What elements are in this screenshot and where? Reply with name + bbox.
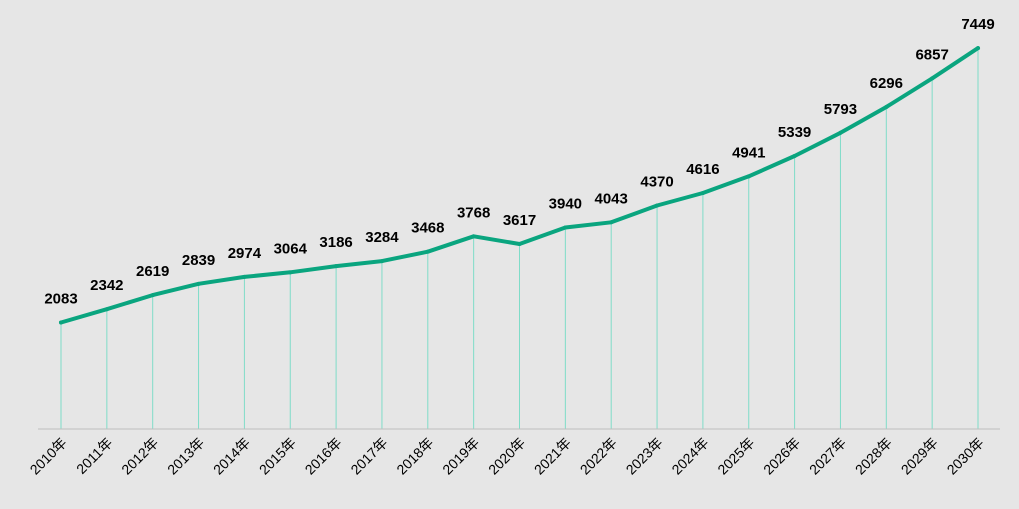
data-label: 3186: [319, 234, 352, 251]
x-tick-label: 2024年: [668, 434, 711, 477]
data-point: [976, 46, 980, 51]
x-tick-label: 2030年: [943, 434, 986, 477]
data-point: [700, 190, 705, 195]
data-label: 3768: [457, 204, 490, 221]
x-tick-label: 2025年: [714, 434, 757, 477]
data-point: [425, 249, 430, 254]
data-point: [609, 220, 614, 225]
data-label: 4941: [732, 144, 765, 161]
data-point: [838, 130, 843, 135]
x-tick-label: 2013年: [164, 434, 207, 477]
data-label: 3468: [411, 220, 444, 237]
data-point: [196, 281, 201, 286]
data-point: [288, 270, 293, 275]
x-tick-label: 2022年: [577, 434, 620, 477]
x-tick-label: 2017年: [347, 434, 390, 477]
data-label: 5793: [824, 101, 857, 118]
series-layer: [59, 46, 980, 325]
data-point: [517, 242, 522, 247]
data-label: 2974: [228, 245, 262, 262]
x-tick-label: 2010年: [26, 434, 69, 477]
x-tick-label: 2028年: [852, 434, 895, 477]
x-tick-label: 2026年: [760, 434, 803, 477]
data-point: [746, 174, 751, 179]
x-tick-label: 2027年: [806, 434, 849, 477]
x-tick-label: 2020年: [485, 434, 528, 477]
x-tick-label: 2016年: [302, 434, 345, 477]
data-label: 2619: [136, 263, 169, 280]
x-tick-label: 2021年: [531, 434, 574, 477]
data-label: 3064: [274, 240, 308, 257]
data-point: [792, 153, 797, 158]
data-point: [334, 264, 339, 269]
x-tick-label: 2019年: [439, 434, 482, 477]
data-point: [379, 259, 384, 264]
data-labels-group: 2083 2342 2619 2839 2974 3064 3186 3284 3468 3768…: [44, 16, 994, 307]
x-tick-label: 2029年: [898, 434, 941, 477]
data-point: [242, 274, 247, 279]
data-label: 2342: [90, 277, 123, 294]
data-point: [471, 234, 476, 239]
data-label: 6857: [915, 46, 948, 63]
data-point: [150, 293, 155, 298]
data-label: 3940: [549, 196, 582, 213]
data-point: [655, 203, 660, 208]
data-label: 5339: [778, 124, 811, 141]
x-tick-label: 2023年: [623, 434, 666, 477]
data-label: 3284: [365, 229, 399, 246]
x-tick-label: 2018年: [393, 434, 436, 477]
data-point: [59, 320, 63, 325]
data-label: 3617: [503, 212, 536, 229]
data-label: 4043: [595, 190, 628, 207]
data-label: 4616: [686, 161, 719, 178]
data-point: [884, 105, 889, 110]
x-tick-label: 2012年: [118, 434, 161, 477]
data-label: 7449: [961, 16, 994, 33]
data-label: 2083: [44, 290, 77, 307]
data-label: 6296: [870, 75, 903, 92]
x-tick-label: 2014年: [210, 434, 253, 477]
data-point: [563, 225, 568, 230]
x-tick-label: 2011年: [73, 434, 116, 477]
data-point: [930, 76, 935, 81]
data-label: 4370: [640, 174, 673, 191]
x-tick-label: 2015年: [256, 434, 299, 477]
x-tick-labels-group: 2010年 2011年 2012年 2013年 2014年 2015年 2016年 2017年…: [26, 434, 986, 477]
drop-lines-group: [60, 48, 979, 429]
data-point: [104, 307, 109, 312]
data-label: 2839: [182, 252, 215, 269]
